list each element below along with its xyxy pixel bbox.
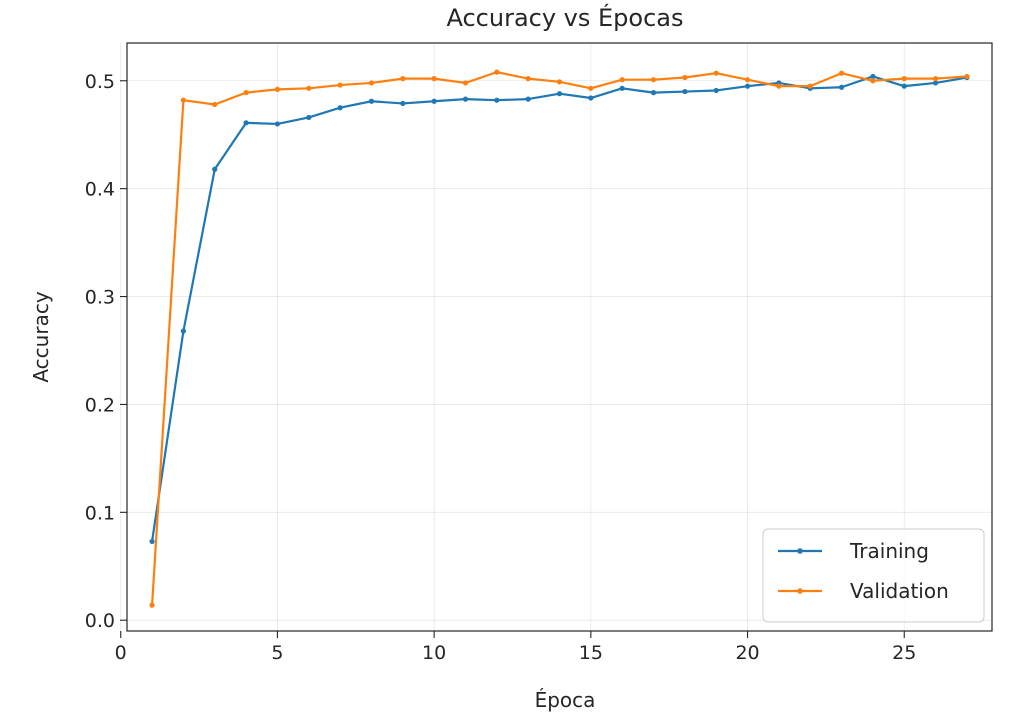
legend-validation-label: Validation [850,579,949,603]
data-point-validation [807,83,813,89]
data-point-training [650,90,657,96]
data-point-validation [838,70,845,76]
data-point-training [901,83,907,89]
y-tick-label: 0.0 [85,610,115,632]
y-tick-label: 0.2 [85,394,115,416]
data-point-validation [180,97,187,103]
data-point-validation [870,78,876,84]
legend: Training Validation [762,528,985,623]
series-layer [149,69,970,608]
data-point-training [588,95,594,101]
series-validation [149,69,970,608]
data-point-validation [713,70,719,76]
data-point-training [744,83,751,89]
y-tick-label: 0.3 [85,287,115,309]
data-point-training [368,98,375,104]
data-point-validation [494,69,500,75]
data-point-training [838,84,845,90]
x-axis-label: Época [535,688,596,712]
data-point-validation [149,602,155,608]
data-point-validation [462,80,469,86]
data-point-validation [964,73,970,80]
x-tick-label: 20 [735,642,759,664]
data-point-training [713,87,719,94]
legend-box [762,528,985,623]
data-point-training [494,97,500,103]
data-point-training [212,166,218,172]
data-point-training [556,91,563,97]
data-point-training [462,96,469,102]
y-tick-label: 0.4 [85,179,115,201]
data-point-validation [243,90,249,96]
x-tick-label: 0 [115,642,127,664]
data-point-training [337,105,343,111]
data-point-validation [650,77,657,83]
legend-training-label: Training [849,539,929,563]
data-point-validation [431,76,437,82]
y-axis-label: Accuracy [29,291,53,382]
data-point-validation [682,74,688,81]
data-point-training [274,121,281,127]
data-point-training [682,88,688,95]
data-point-training [243,120,249,126]
data-point-training [431,98,437,104]
data-point-training [932,80,939,86]
data-point-training [306,114,312,121]
y-tick-label: 0.5 [85,71,115,93]
y-tick-label: 0.1 [85,502,115,524]
data-point-validation [901,76,907,82]
x-tick-label: 15 [579,642,603,664]
data-point-validation [744,77,751,83]
x-tick-label: 25 [892,642,916,664]
data-point-validation [337,82,343,88]
data-point-validation [619,77,625,83]
data-point-training [525,96,531,102]
legend-validation-marker [797,588,803,594]
plot-frame [126,42,993,632]
grid [120,43,992,631]
data-point-training [619,85,625,91]
data-point-validation [274,86,281,92]
x-tick-label: 5 [271,642,283,664]
data-point-validation [588,85,594,91]
x-tick-label: 10 [422,642,446,664]
data-point-validation [776,83,782,89]
data-point-training [400,100,406,107]
data-point-validation [525,76,531,82]
data-point-validation [400,76,406,82]
data-point-validation [932,76,939,82]
ticks: 0 5 10 15 20 25 0.0 0.1 0.2 0.3 0.4 0.5 [85,71,917,664]
data-point-training [870,73,876,80]
data-point-validation [368,80,375,86]
data-point-validation [212,101,218,108]
data-point-training [149,538,155,545]
legend-training-marker [797,548,803,554]
data-point-validation [556,79,563,85]
data-point-validation [306,85,312,91]
chart-title: Accuracy vs Épocas [446,3,683,32]
data-point-training [180,328,187,334]
